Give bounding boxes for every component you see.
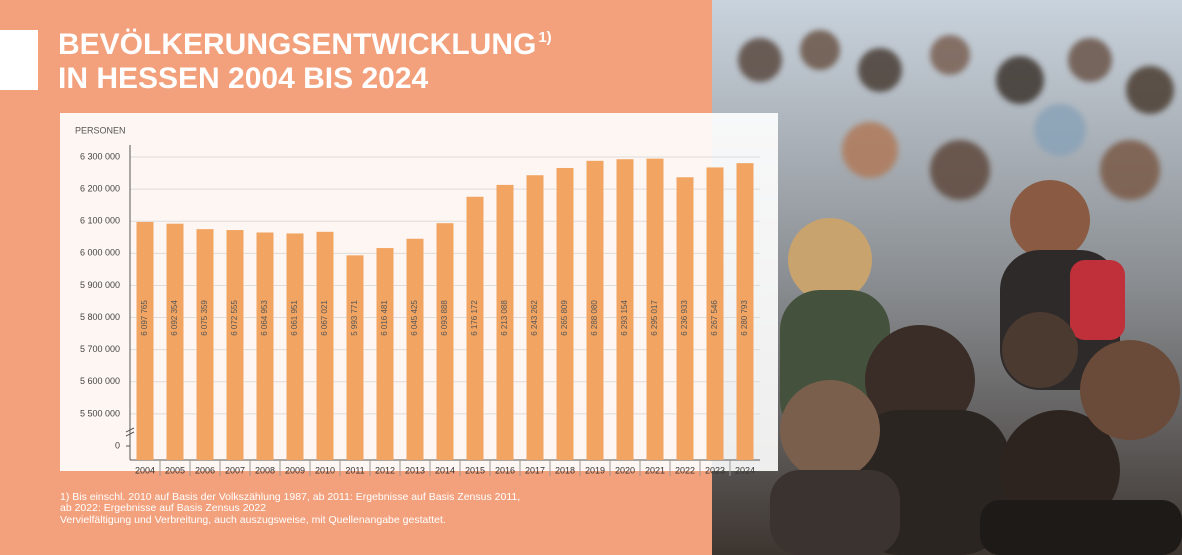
bar xyxy=(287,233,304,460)
bar xyxy=(167,224,184,460)
value-label: 6 176 172 xyxy=(470,300,479,336)
value-label: 6 295 017 xyxy=(650,300,659,336)
title-accent xyxy=(0,30,38,90)
x-tick-label: 2020 xyxy=(615,465,635,475)
y-tick-label: 6 000 000 xyxy=(80,248,120,258)
page: BEVÖLKERUNGSENTWICKLUNG 1) IN HESSEN 200… xyxy=(0,0,1182,555)
bar xyxy=(407,239,424,460)
x-tick-label: 2004 xyxy=(135,465,155,475)
bar xyxy=(137,222,154,460)
y-tick-label: 6 100 000 xyxy=(80,216,120,226)
x-tick-label: 2022 xyxy=(675,465,695,475)
y-axis-title: PERSONEN xyxy=(75,125,126,135)
y-tick-label: 5 900 000 xyxy=(80,280,120,290)
bar xyxy=(257,232,274,460)
x-tick-label: 2011 xyxy=(345,465,364,475)
x-tick-label: 2017 xyxy=(525,465,545,475)
value-label: 6 265 809 xyxy=(560,300,569,336)
value-label: 6 280 793 xyxy=(740,300,749,336)
bar xyxy=(347,255,364,460)
x-tick-label: 2021 xyxy=(645,465,665,475)
value-label: 6 267 546 xyxy=(710,300,719,336)
x-tick-label: 2015 xyxy=(465,465,485,475)
value-label: 6 064 953 xyxy=(260,300,269,336)
value-label: 6 061 951 xyxy=(290,300,299,336)
x-tick-label: 2018 xyxy=(555,465,575,475)
value-label: 6 072 555 xyxy=(230,300,239,336)
title-line: BEVÖLKERUNGSENTWICKLUNG xyxy=(58,28,536,61)
value-label: 6 236 933 xyxy=(680,300,689,336)
y-tick-label: 5 700 000 xyxy=(80,344,120,354)
value-label: 6 045 425 xyxy=(410,300,419,336)
value-label: 6 093 888 xyxy=(440,300,449,336)
bar xyxy=(227,230,244,460)
y-tick-label: 5 600 000 xyxy=(80,376,120,386)
bar xyxy=(317,232,334,460)
x-tick-label: 2019 xyxy=(585,465,605,475)
value-label: 6 288 080 xyxy=(590,300,599,336)
x-tick-label: 2014 xyxy=(435,465,455,475)
crowd-photo xyxy=(712,0,1182,555)
footnote: ab 2022: Ergebnisse auf Basis Zensus 202… xyxy=(60,502,266,514)
y-tick-label: 5 500 000 xyxy=(80,408,120,418)
value-label: 5 993 771 xyxy=(350,300,359,336)
value-label: 6 097 765 xyxy=(140,300,149,336)
value-label: 6 243 262 xyxy=(530,300,539,336)
y-tick-label: 0 xyxy=(115,440,120,450)
x-tick-label: 2023 xyxy=(705,465,725,475)
x-tick-label: 2024 xyxy=(735,465,755,475)
x-tick-label: 2012 xyxy=(375,465,395,475)
x-tick-label: 2008 xyxy=(255,465,275,475)
x-tick-label: 2007 xyxy=(225,465,245,475)
x-tick-label: 2006 xyxy=(195,465,215,475)
y-tick-label: 6 200 000 xyxy=(80,183,120,193)
bar xyxy=(197,229,214,460)
infographic: BEVÖLKERUNGSENTWICKLUNG 1) IN HESSEN 200… xyxy=(0,0,1182,555)
title-line: IN HESSEN 2004 BIS 2024 xyxy=(58,62,429,95)
value-label: 6 213 088 xyxy=(500,300,509,336)
value-label: 6 293 154 xyxy=(620,300,629,336)
y-tick-label: 6 300 000 xyxy=(80,151,120,161)
value-label: 6 092 354 xyxy=(170,300,179,336)
title-note-mark: 1) xyxy=(538,29,551,46)
x-tick-label: 2013 xyxy=(405,465,425,475)
x-tick-label: 2005 xyxy=(165,465,185,475)
bar xyxy=(437,223,454,460)
y-tick-label: 5 800 000 xyxy=(80,312,120,322)
bar xyxy=(377,248,394,460)
x-tick-label: 2009 xyxy=(285,465,305,475)
value-label: 6 067 021 xyxy=(320,300,329,336)
value-label: 6 016 481 xyxy=(380,300,389,336)
value-label: 6 075 359 xyxy=(200,300,209,336)
x-tick-label: 2016 xyxy=(495,465,515,475)
footnote: Vervielfältigung und Verbreitung, auch a… xyxy=(60,514,446,526)
x-tick-label: 2010 xyxy=(315,465,335,475)
